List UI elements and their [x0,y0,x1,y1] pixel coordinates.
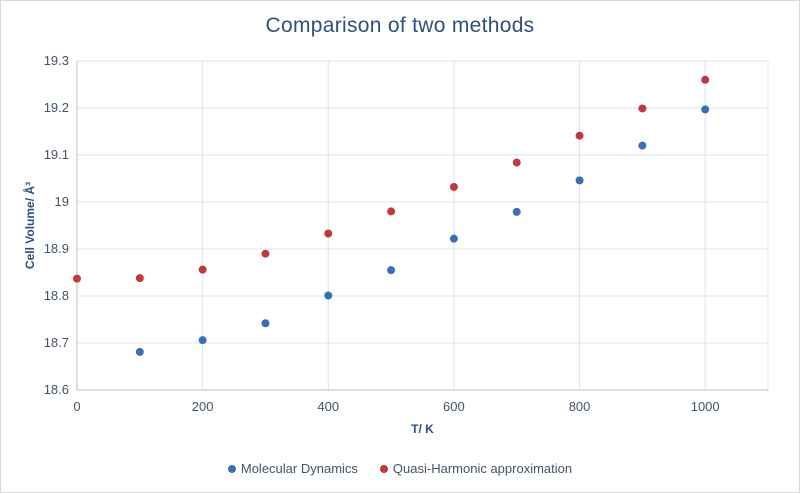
data-point-series-1 [701,105,710,114]
y-tick-label: 18.6 [44,382,69,397]
y-tick-label: 19.3 [44,53,69,68]
data-point-series-2 [135,274,144,283]
data-point-series-2 [575,131,584,140]
chart-title: Comparison of two methods [265,14,535,37]
data-point-series-1 [638,141,647,150]
y-axis-title: Cell Volume/ Å³ [22,182,37,269]
y-tick-label: 19.2 [44,100,69,115]
y-tick-label: 19 [55,194,69,209]
x-tick-label: 1000 [691,399,720,414]
data-point-series-1 [261,319,270,328]
data-point-series-1 [387,266,396,275]
data-point-series-2 [701,75,710,84]
x-tick-label: 400 [317,399,339,414]
data-point-series-2 [324,229,333,238]
data-point-series-1 [198,336,207,345]
legend-item-series-1: Molecular Dynamics [227,461,358,476]
data-point-series-2 [449,182,458,191]
legend-label: Quasi-Harmonic approximation [392,461,573,476]
data-point-series-2 [73,274,81,283]
data-point-series-1 [512,207,521,216]
y-tick-label: 19.1 [44,147,69,162]
x-tick-label: 200 [192,399,214,414]
x-tick-label: 800 [569,399,591,414]
data-point-series-2 [261,249,270,258]
legend-label: Molecular Dynamics [240,461,358,476]
data-point-series-2 [387,207,396,216]
data-point-series-2 [512,158,521,167]
x-axis-title: T/ K [411,422,434,436]
data-point-series-2 [638,104,647,113]
data-point-series-1 [135,347,144,356]
data-point-series-1 [324,291,333,300]
legend-marker [379,464,388,473]
data-point-series-1 [575,176,584,185]
y-tick-label: 18.7 [44,335,69,350]
legend: Molecular Dynamics Quasi-Harmonic approxi… [0,461,800,476]
x-tick-label: 600 [443,399,465,414]
data-point-series-2 [198,265,207,274]
y-tick-label: 18.9 [44,241,69,256]
legend-marker [227,464,236,473]
data-point-series-1 [449,234,458,243]
x-tick-label: 0 [73,399,80,414]
legend-item-series-2: Quasi-Harmonic approximation [379,461,573,476]
y-tick-label: 18.8 [44,288,69,303]
